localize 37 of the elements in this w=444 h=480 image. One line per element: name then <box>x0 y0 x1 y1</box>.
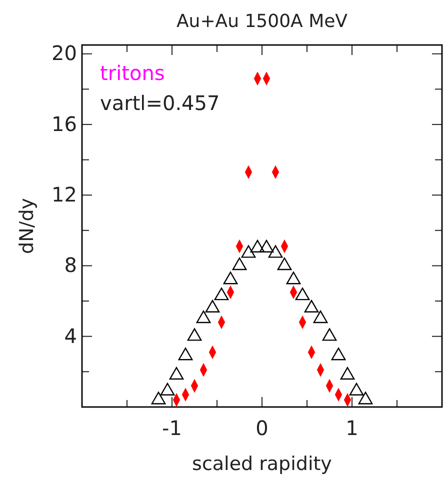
point <box>268 245 283 258</box>
point <box>286 272 301 284</box>
x-tick-label: -1 <box>162 416 182 440</box>
annotation: tritons <box>100 61 165 85</box>
x-tick-label: 0 <box>256 416 268 440</box>
point <box>214 288 229 300</box>
point <box>151 392 166 404</box>
point <box>196 310 211 324</box>
point <box>232 258 247 270</box>
point <box>304 300 319 313</box>
annotation: vartl=0.457 <box>100 91 220 115</box>
y-axis-title: dN/dy <box>16 198 38 254</box>
x-axis-title: scaled rapidity <box>192 453 332 475</box>
chart-title: Au+Au 1500A MeV <box>176 11 348 32</box>
point <box>358 392 373 404</box>
y-tick-label: 20 <box>52 41 77 66</box>
point <box>178 348 193 360</box>
point <box>331 348 346 360</box>
point <box>277 258 292 270</box>
y-tick-label: 16 <box>52 112 77 136</box>
point <box>187 328 202 341</box>
y-tick-label: 4 <box>64 324 77 348</box>
point <box>340 367 355 380</box>
y-tick-label: 8 <box>64 253 77 278</box>
point <box>205 300 220 313</box>
point <box>169 367 184 380</box>
point <box>223 272 238 284</box>
point <box>250 240 265 252</box>
point <box>241 245 256 258</box>
point <box>259 240 274 252</box>
point <box>349 382 364 396</box>
y-tick-label: 12 <box>52 182 77 206</box>
point <box>313 310 328 324</box>
point <box>295 288 310 300</box>
point <box>322 328 337 341</box>
point <box>160 382 175 396</box>
x-tick-label: 1 <box>346 416 358 440</box>
